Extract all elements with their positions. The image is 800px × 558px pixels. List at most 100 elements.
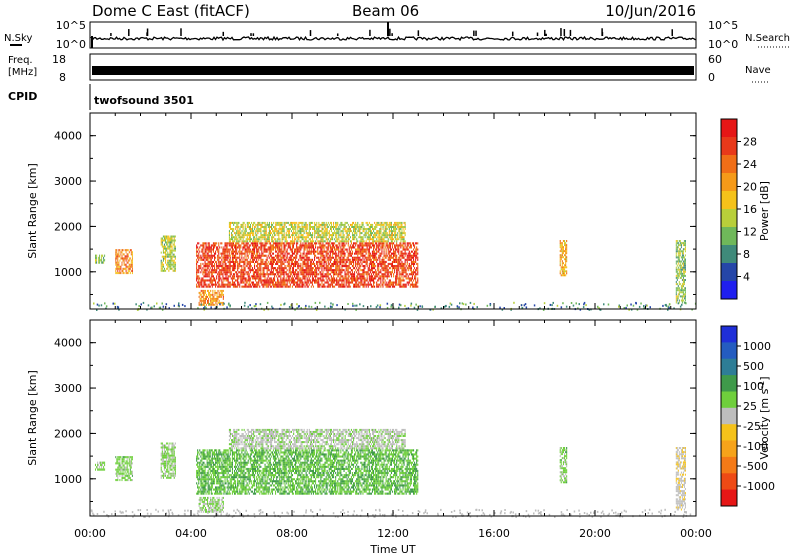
power-echo-cell <box>347 234 348 236</box>
power-echo-cell <box>393 234 394 236</box>
power-echo-cell <box>251 269 252 271</box>
power-echo-cell <box>408 282 409 284</box>
power-echo-cell <box>260 249 261 251</box>
power-echo-cell <box>243 277 244 279</box>
power-echo-cell <box>271 261 272 263</box>
power-echo-cell <box>321 275 322 277</box>
power-echo-cell <box>125 264 126 266</box>
power-echo-cell <box>342 269 343 271</box>
power-echo-cell <box>208 286 209 288</box>
power-echo-cell <box>301 284 302 286</box>
power-echo-cell <box>228 255 229 257</box>
power-echo-cell <box>318 282 319 284</box>
power-echo-cell <box>400 224 401 226</box>
power-echo-cell <box>562 254 563 256</box>
power-echo-cell <box>285 249 286 251</box>
power-echo-cell <box>345 255 346 257</box>
power-echo-cell <box>562 248 563 250</box>
power-echo-cell <box>260 261 261 263</box>
power-echo-cell <box>333 224 334 226</box>
power-echo-cell <box>227 269 228 271</box>
power-echo-cell <box>286 286 287 288</box>
power-echo-cell <box>350 244 351 246</box>
power-echo-cell <box>319 246 320 248</box>
power-echo-cell <box>386 284 387 286</box>
power-echo-cell <box>206 279 207 281</box>
power-echo-cell <box>293 279 294 281</box>
power-echo-cell <box>371 259 372 261</box>
power-echo-cell <box>229 226 230 228</box>
power-echo-cell <box>365 279 366 281</box>
power-echo-cell <box>373 263 374 265</box>
power-echo-cell <box>166 236 167 238</box>
power-echo-cell <box>323 240 324 242</box>
power-echo-cell <box>245 269 246 271</box>
power-echo-cell <box>333 242 334 244</box>
power-echo-cell <box>397 273 398 275</box>
power-echo-cell <box>270 277 271 279</box>
power-echo-cell <box>252 224 253 226</box>
power-echo-cell <box>169 252 170 254</box>
power-echo-cell <box>331 242 332 244</box>
power-echo-cell <box>234 251 235 253</box>
power-echo-cell <box>258 273 259 275</box>
power-echo-cell <box>269 263 270 265</box>
power-echo-cell <box>222 302 223 304</box>
power-echo-cell <box>304 259 305 261</box>
power-echo-cell <box>238 234 239 236</box>
power-echo-cell <box>229 232 230 234</box>
power-echo-cell <box>333 261 334 263</box>
power-echo-cell <box>248 222 249 224</box>
power-echo-cell <box>246 259 247 261</box>
power-echo-cell <box>250 286 251 288</box>
power-echo-cell <box>309 267 310 269</box>
power-echo-cell <box>169 242 170 244</box>
power-echo-cell <box>200 263 201 265</box>
power-echo-cell <box>277 255 278 257</box>
power-echo-cell <box>342 246 343 248</box>
power-echo-cell <box>202 300 203 302</box>
power-echo-cell <box>258 267 259 269</box>
power-echo-cell <box>376 282 377 284</box>
power-echo-cell <box>361 263 362 265</box>
power-echo-cell <box>229 234 230 236</box>
power-echo-cell <box>282 271 283 273</box>
power-echo-cell <box>217 267 218 269</box>
power-echo-cell <box>378 249 379 251</box>
power-echo-cell <box>341 282 342 284</box>
power-echo-cell <box>388 257 389 259</box>
power-echo-cell <box>164 238 165 240</box>
power-echo-cell <box>276 222 277 224</box>
power-echo-cell <box>282 263 283 265</box>
power-echo-cell <box>271 246 272 248</box>
power-echo-cell <box>207 257 208 259</box>
power-echo-cell <box>169 238 170 240</box>
power-echo-cell <box>272 246 273 248</box>
power-echo-cell <box>317 279 318 281</box>
power-echo-cell <box>378 224 379 226</box>
power-echo-cell <box>211 304 212 306</box>
power-echo-cell <box>227 271 228 273</box>
power-echo-cell <box>226 259 227 261</box>
power-echo-cell <box>358 253 359 255</box>
power-echo-cell <box>316 228 317 230</box>
power-echo-cell <box>303 234 304 236</box>
power-echo-cell <box>412 271 413 273</box>
power-echo-cell <box>101 259 102 261</box>
power-echo-cell <box>127 262 128 264</box>
power-echo-cell <box>289 269 290 271</box>
power-echo-cell <box>387 271 388 273</box>
power-echo-cell <box>326 265 327 267</box>
power-echo-cell <box>245 234 246 236</box>
power-echo-cell <box>404 226 405 228</box>
power-echo-cell <box>310 224 311 226</box>
power-echo-cell <box>115 249 116 251</box>
power-echo-cell <box>196 275 197 277</box>
power-echo-cell <box>392 261 393 263</box>
power-echo-cell <box>312 273 313 275</box>
power-echo-cell <box>317 273 318 275</box>
power-echo-cell <box>341 242 342 244</box>
power-echo-cell <box>369 230 370 232</box>
power-echo-cell <box>400 284 401 286</box>
power-echo-cell <box>205 253 206 255</box>
